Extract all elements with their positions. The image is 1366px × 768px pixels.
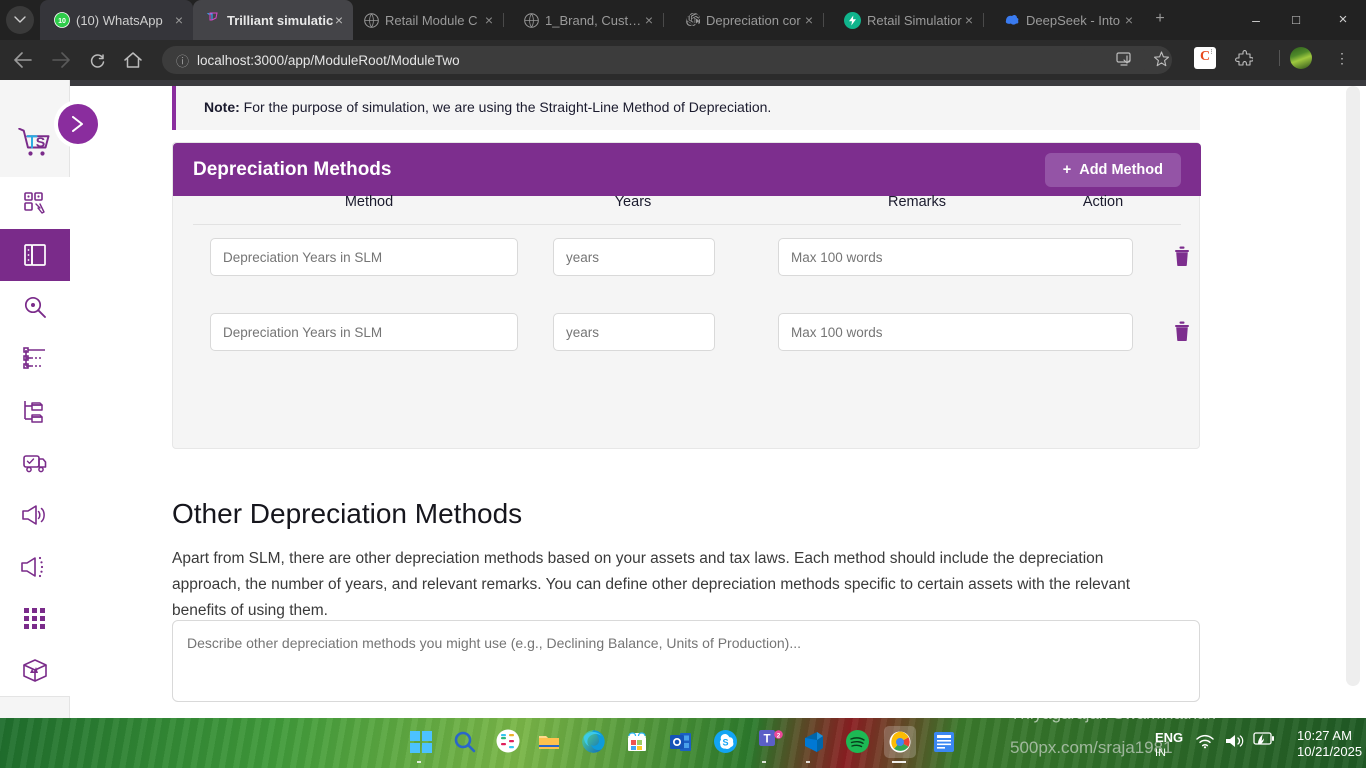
svg-text:2: 2 [777, 732, 781, 739]
svg-text:10: 10 [58, 18, 66, 25]
svg-text:T: T [763, 734, 770, 746]
svg-text:S: S [722, 738, 728, 748]
svg-text:S: S [36, 135, 46, 151]
